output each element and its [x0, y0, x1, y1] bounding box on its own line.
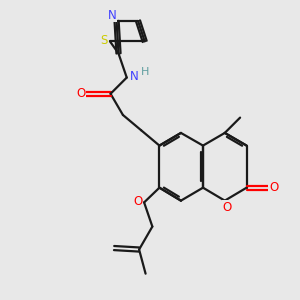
- Text: N: N: [108, 9, 117, 22]
- Text: O: O: [269, 181, 278, 194]
- Text: O: O: [133, 195, 142, 208]
- Text: O: O: [76, 87, 85, 100]
- Text: S: S: [100, 34, 107, 47]
- Text: O: O: [223, 201, 232, 214]
- Text: N: N: [130, 70, 139, 83]
- Text: H: H: [141, 67, 149, 77]
